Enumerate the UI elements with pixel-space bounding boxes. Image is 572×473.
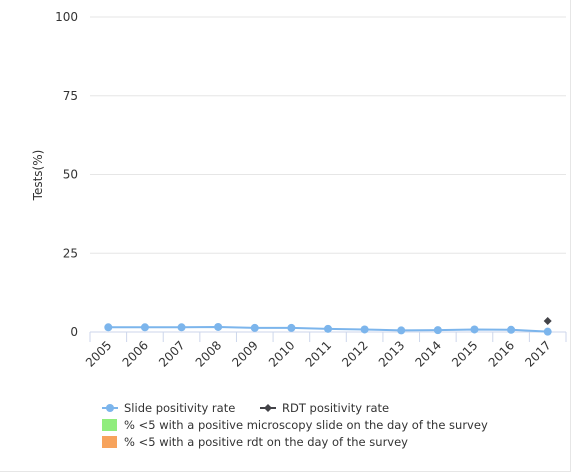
data-point[interactable] (470, 325, 479, 334)
legend: Slide positivity rate RDT positivity rate… (102, 401, 488, 449)
legend-label: Slide positivity rate (124, 401, 235, 415)
legend-label: RDT positivity rate (282, 401, 389, 415)
x-tick-label: 2016 (486, 338, 517, 369)
x-tick-label: 2009 (229, 338, 260, 369)
y-axis-ticks: 0 25 50 75 100 (55, 10, 78, 339)
y-tick-label: 0 (70, 325, 78, 339)
data-point[interactable] (433, 326, 442, 335)
y-tick-label: 50 (63, 168, 78, 182)
legend-marker-diamond (264, 404, 272, 412)
legend-label: % <5 with a positive rdt on the day of t… (124, 435, 408, 449)
grid-lines (90, 16, 566, 333)
x-tick-label: 2017 (522, 338, 553, 369)
x-tick-label: 2005 (83, 338, 114, 369)
rdt-data-point[interactable] (543, 316, 552, 325)
data-point[interactable] (543, 327, 552, 336)
legend-item-bar-0[interactable]: % <5 with a positive microscopy slide on… (102, 418, 488, 432)
data-point[interactable] (360, 325, 369, 334)
y-tick-label: 75 (63, 89, 78, 103)
data-point[interactable] (140, 323, 149, 332)
legend-item-rdt-positivity[interactable]: RDT positivity rate (260, 401, 389, 415)
y-tick-label: 100 (55, 10, 78, 24)
x-tick-label: 2007 (156, 338, 187, 369)
legend-marker-circle (106, 404, 114, 412)
legend-item-slide-positivity[interactable]: Slide positivity rate (102, 401, 235, 415)
data-point[interactable] (250, 323, 259, 332)
legend-label: % <5 with a positive microscopy slide on… (124, 418, 488, 432)
x-tick-label: 2008 (193, 338, 224, 369)
data-point[interactable] (397, 326, 406, 335)
data-point[interactable] (324, 324, 332, 333)
data-point[interactable] (214, 322, 223, 331)
x-axis: 2005 2006 2007 2008 2009 2010 2011 2012 2013 2014… (83, 331, 567, 370)
x-tick-label: 2011 (303, 338, 334, 369)
data-point[interactable] (287, 323, 296, 332)
x-tick-label: 2006 (120, 338, 151, 369)
legend-swatch (102, 419, 117, 431)
x-tick-label: 2014 (412, 338, 443, 369)
y-tick-label: 25 (63, 246, 78, 260)
data-point[interactable] (507, 325, 516, 334)
x-tick-label: 2012 (339, 338, 370, 369)
data-point[interactable] (177, 323, 186, 332)
legend-swatch (102, 436, 117, 448)
x-tick-label: 2015 (449, 338, 480, 369)
series-layer (104, 316, 552, 336)
y-axis-label: Tests(%) (31, 150, 45, 202)
legend-item-bar-1[interactable]: % <5 with a positive rdt on the day of t… (102, 435, 408, 449)
x-tick-label: 2013 (376, 338, 407, 369)
data-point[interactable] (104, 323, 113, 332)
x-tick-label: 2010 (266, 338, 297, 369)
